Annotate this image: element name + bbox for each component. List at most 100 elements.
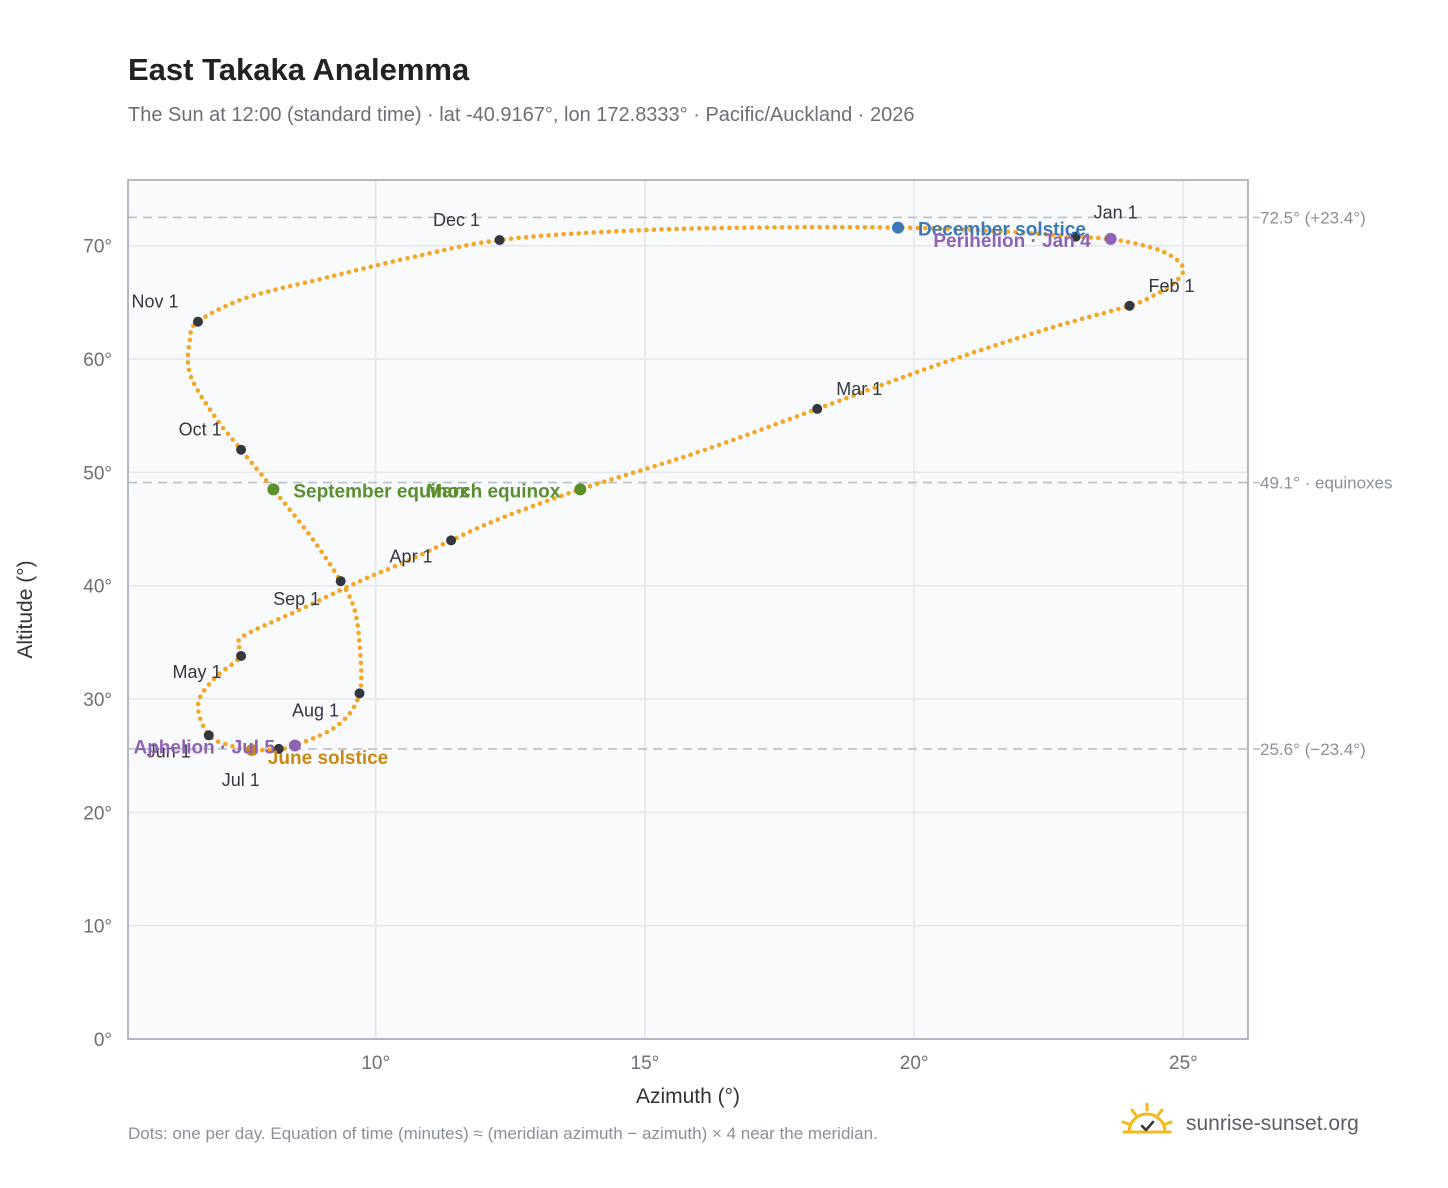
month-marker <box>1070 231 1081 242</box>
day-dot <box>331 568 337 573</box>
day-dot <box>794 414 800 419</box>
day-dot <box>509 511 515 517</box>
day-dot <box>858 390 863 396</box>
day-dot <box>1147 244 1153 250</box>
day-dot <box>456 244 462 250</box>
day-dot <box>787 225 792 230</box>
day-dot <box>303 738 309 744</box>
reference-lines: 72.5° (+23.4°) 49.1° · equinoxes 25.6° (−2… <box>128 208 1393 759</box>
day-dot <box>481 523 487 528</box>
event-label: June solstice <box>268 748 388 769</box>
month-marker <box>273 743 284 754</box>
day-dot <box>576 231 581 236</box>
day-dot <box>433 545 439 550</box>
day-dot <box>688 452 693 458</box>
day-dot <box>347 594 352 599</box>
day-dot <box>844 395 849 401</box>
day-dot <box>203 314 208 319</box>
day-dot <box>471 241 477 247</box>
month-label: Sep 1 <box>273 589 320 609</box>
day-dot <box>405 255 410 261</box>
day-dot <box>347 710 353 716</box>
day-dot <box>449 246 454 251</box>
day-dot <box>766 424 771 430</box>
day-dot <box>851 393 856 398</box>
y-tick-label: 60° <box>83 350 112 371</box>
day-dot <box>801 411 807 417</box>
day-dot <box>1179 263 1185 268</box>
day-dot <box>188 374 194 380</box>
day-dot <box>855 224 860 230</box>
day-dot <box>566 491 571 496</box>
brand[interactable]: sunrise-sunset.org <box>1120 1102 1359 1146</box>
day-dot <box>900 374 906 380</box>
day-dot <box>630 470 636 476</box>
day-dot <box>486 239 492 244</box>
day-dot <box>606 229 612 234</box>
day-dot <box>337 588 343 593</box>
month-marker <box>193 316 203 327</box>
day-dot <box>440 541 446 547</box>
day-dot <box>681 226 687 232</box>
day-dot <box>1108 308 1114 314</box>
plot-area <box>128 180 1248 1039</box>
day-dot <box>309 278 315 284</box>
day-dot <box>872 385 877 391</box>
day-dot <box>674 226 679 232</box>
day-dot <box>331 726 336 731</box>
event-label: December solstice <box>918 220 1086 241</box>
day-dot <box>1043 327 1049 332</box>
day-dot <box>695 450 700 455</box>
day-dot <box>537 501 543 506</box>
day-dot <box>364 575 370 581</box>
day-dot <box>673 457 679 462</box>
day-dot <box>1094 312 1099 318</box>
day-dot <box>356 638 362 643</box>
day-dot <box>342 716 348 722</box>
month-marker <box>203 730 214 741</box>
day-dot <box>808 408 814 414</box>
day-dot <box>879 382 884 388</box>
day-dot <box>587 483 593 489</box>
day-dot <box>764 225 770 230</box>
day-dot <box>230 743 235 749</box>
day-dot <box>837 398 842 404</box>
day-dot <box>467 529 473 534</box>
day-dot <box>249 460 255 466</box>
day-dot <box>426 548 432 554</box>
day-dot <box>1180 270 1185 276</box>
y-tick-label: 0° <box>94 1030 112 1051</box>
day-dot <box>1007 338 1013 343</box>
day-dot <box>1170 281 1176 287</box>
day-dot <box>324 275 330 280</box>
day-dot <box>216 307 221 312</box>
day-dot <box>960 227 966 232</box>
day-dot <box>223 741 228 747</box>
day-dot <box>645 466 650 471</box>
day-dot <box>478 240 484 245</box>
day-dot <box>254 466 259 472</box>
day-dot <box>244 454 250 460</box>
day-dot <box>237 298 242 303</box>
month-label: Oct 1 <box>179 420 222 440</box>
day-dot <box>315 543 320 548</box>
day-dot <box>689 226 694 231</box>
day-dot <box>258 291 264 296</box>
day-dot <box>358 683 364 688</box>
day-dot <box>278 495 283 501</box>
day-dot <box>1035 231 1041 237</box>
day-dot <box>327 562 333 567</box>
day-dot <box>742 225 747 230</box>
day-dot <box>1144 296 1150 302</box>
month-markers: Jan 1 Feb 1 Mar 1 Apr 1 May 1 Jun 1 Jul 1 Aug 1… <box>131 203 1194 790</box>
day-dot <box>358 660 364 666</box>
day-dot <box>199 394 204 400</box>
event-label: Aphelion · Jul 5 <box>133 737 275 758</box>
month-marker <box>335 576 346 587</box>
day-dot <box>719 225 725 231</box>
day-dot <box>339 271 344 277</box>
day-dot <box>749 225 755 230</box>
month-marker <box>354 688 365 699</box>
day-dot <box>847 224 853 230</box>
